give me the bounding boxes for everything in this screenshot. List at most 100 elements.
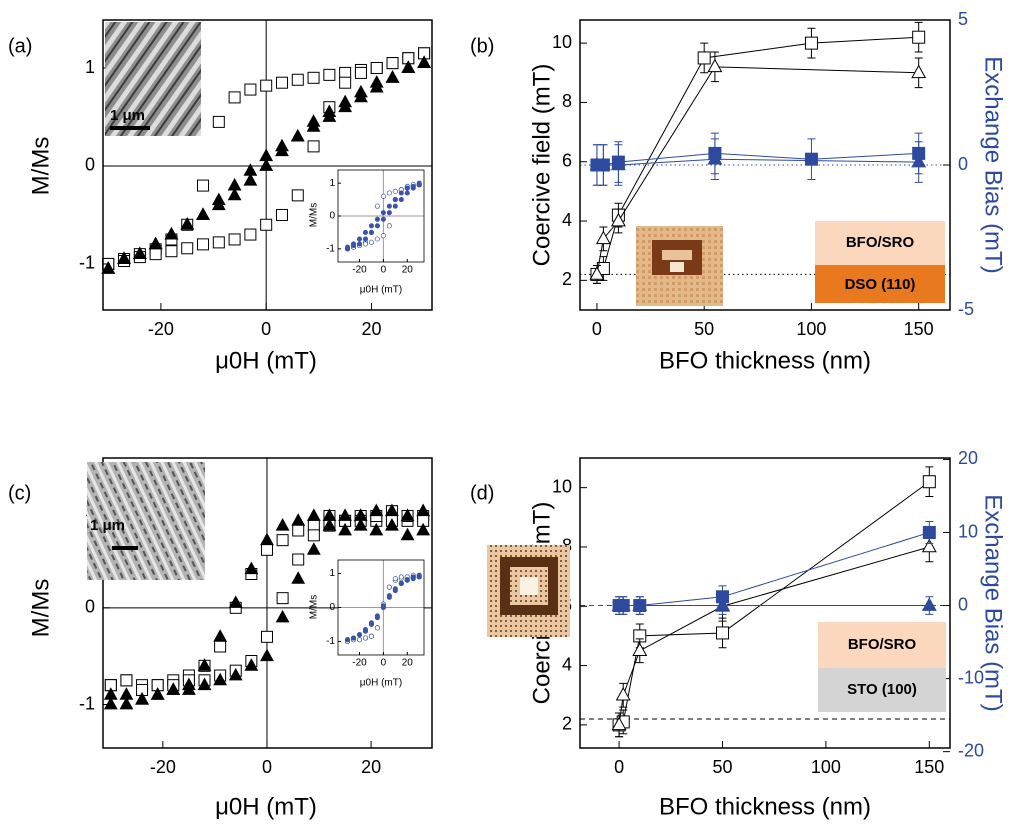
x-tick-label: -20	[150, 757, 176, 777]
x-tick-label: -20	[148, 319, 174, 339]
x-tick-label: 20	[361, 319, 381, 339]
micrograph-a: 1 μm	[105, 22, 201, 136]
marker	[350, 635, 357, 641]
marker	[385, 518, 399, 531]
marker	[243, 173, 258, 186]
y2-tick-label: -10	[958, 667, 984, 687]
marker	[148, 236, 163, 250]
overlay: 1 μm 1 μm BFO/SRO DSO (110)	[87, 22, 946, 712]
marker	[392, 188, 398, 194]
afm-image-b	[636, 226, 723, 306]
plot-frame	[579, 457, 951, 749]
marker	[398, 197, 404, 203]
layer-stack-b: BFO/SRO DSO (110)	[815, 221, 945, 303]
marker	[368, 223, 374, 229]
marker	[227, 187, 242, 201]
marker	[275, 143, 289, 157]
y-tick-label: 0	[329, 602, 335, 613]
marker	[368, 229, 374, 235]
marker	[386, 210, 392, 216]
marker	[353, 508, 368, 521]
marker	[260, 630, 273, 643]
scale-bar-label: 1 μm	[110, 107, 145, 124]
marker	[228, 233, 241, 246]
marker	[338, 522, 352, 536]
marker	[350, 243, 357, 249]
marker	[380, 603, 386, 609]
y-axis-label: M/Ms	[309, 203, 320, 227]
x-tick-label: 100	[811, 757, 841, 777]
marker	[398, 190, 404, 196]
marker	[715, 597, 730, 611]
marker	[119, 687, 134, 700]
marker	[374, 236, 380, 242]
marker	[374, 216, 380, 222]
layer-label: DSO (110)	[845, 276, 916, 293]
marker	[804, 36, 818, 50]
afm-image-d	[487, 545, 570, 637]
y-tick-label: 8	[562, 91, 572, 111]
x-tick-label: 50	[712, 757, 732, 777]
marker	[410, 185, 416, 191]
x-tick-label: 0	[592, 319, 602, 339]
marker	[615, 597, 631, 611]
marker	[117, 251, 131, 264]
marker	[707, 150, 723, 165]
marker	[392, 197, 398, 203]
marker	[400, 527, 415, 541]
y-tick-label: 6	[562, 150, 572, 170]
scale-bar-label: 1 μm	[90, 517, 125, 534]
marker	[715, 626, 729, 640]
marker	[610, 156, 626, 171]
marker	[322, 104, 337, 117]
y2-tick-label: -20	[958, 740, 984, 760]
marker	[181, 682, 196, 695]
marker	[380, 210, 386, 216]
y-axis-label: M/Ms	[27, 137, 54, 196]
marker	[356, 241, 363, 247]
x-tick-label: 20	[361, 757, 381, 777]
marker	[197, 179, 210, 192]
marker	[339, 76, 352, 89]
marker	[214, 640, 227, 653]
y2-tick-label: 10	[958, 521, 978, 541]
marker	[354, 84, 368, 98]
layer-label: BFO/SRO	[846, 234, 915, 251]
marker	[404, 185, 410, 191]
x-axis-label: μ0H (mT)	[215, 347, 317, 374]
y-tick-label: 0	[85, 155, 95, 175]
marker	[228, 91, 241, 104]
marker	[632, 597, 648, 611]
layer-label: BFO/SRO	[848, 636, 917, 653]
marker	[400, 508, 415, 521]
marker	[380, 216, 386, 222]
marker	[921, 538, 937, 553]
layer-stack-d: BFO/SRO STO (100)	[818, 622, 946, 712]
marker	[197, 238, 210, 251]
marker	[228, 667, 243, 681]
layer-label: STO (100)	[847, 681, 917, 698]
marker	[260, 79, 273, 92]
marker	[416, 182, 422, 188]
x-tick-label: 0	[261, 319, 271, 339]
panel-label: (a)	[8, 35, 32, 57]
marker	[212, 115, 225, 128]
y-tick-label: 10	[552, 32, 572, 52]
marker	[416, 572, 422, 578]
x-axis-label: BFO thickness (nm)	[659, 347, 871, 374]
marker	[362, 241, 369, 247]
marker	[386, 593, 392, 599]
marker	[292, 524, 305, 537]
y-tick-label: 2	[562, 714, 572, 734]
marker	[213, 672, 228, 686]
x-tick-label: -20	[352, 658, 367, 669]
panel: -20 0 20 -1 0 1 μ0H (mT) M/Ms	[309, 169, 425, 296]
marker	[244, 561, 259, 575]
marker	[213, 629, 228, 642]
y-tick-label: 1	[85, 57, 95, 77]
marker	[398, 580, 404, 586]
marker	[291, 513, 306, 526]
marker	[922, 526, 936, 540]
marker	[392, 576, 398, 582]
